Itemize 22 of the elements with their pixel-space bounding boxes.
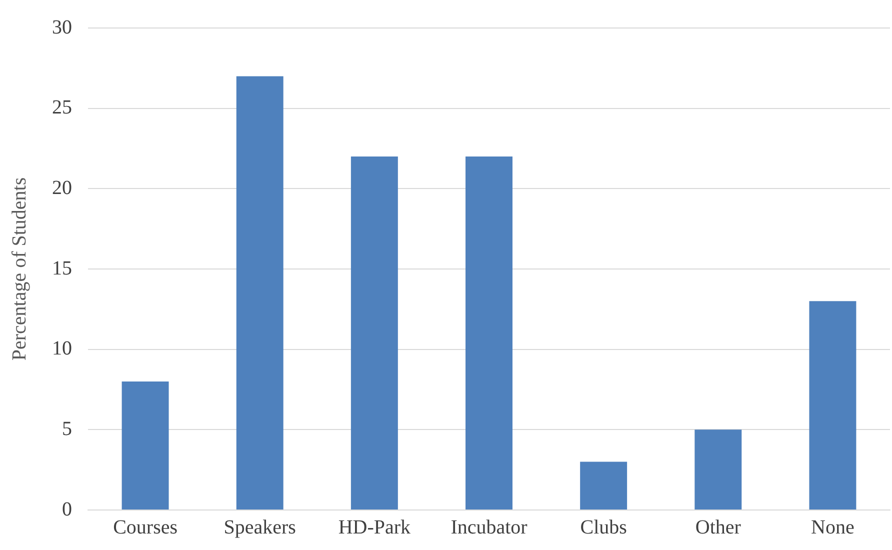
- bar: [694, 430, 742, 510]
- y-tick-label: 15: [52, 257, 72, 280]
- x-tick-label: Incubator: [450, 516, 528, 538]
- x-tick-label: Other: [695, 516, 742, 538]
- bar: [236, 76, 284, 510]
- bar: [350, 156, 398, 510]
- bar: [580, 462, 628, 510]
- x-tick-label: None: [811, 516, 854, 538]
- x-tick-label: Clubs: [580, 516, 628, 538]
- y-tick-label: 10: [52, 338, 72, 360]
- bar: [466, 156, 512, 510]
- y-tick-label: 20: [52, 176, 72, 199]
- bar: [809, 301, 856, 510]
- y-tick-label: 5: [62, 418, 72, 440]
- y-tick-label: 25: [52, 96, 72, 119]
- y-tick-label: 0: [62, 498, 72, 520]
- y-axis-title: Percentage of Students: [8, 177, 30, 361]
- x-tick-label: Speakers: [224, 516, 296, 538]
- y-tick-label: 30: [52, 16, 72, 38]
- bar: [122, 381, 169, 510]
- x-tick-label: Courses: [113, 516, 178, 538]
- x-tick-label: HD-Park: [338, 516, 411, 538]
